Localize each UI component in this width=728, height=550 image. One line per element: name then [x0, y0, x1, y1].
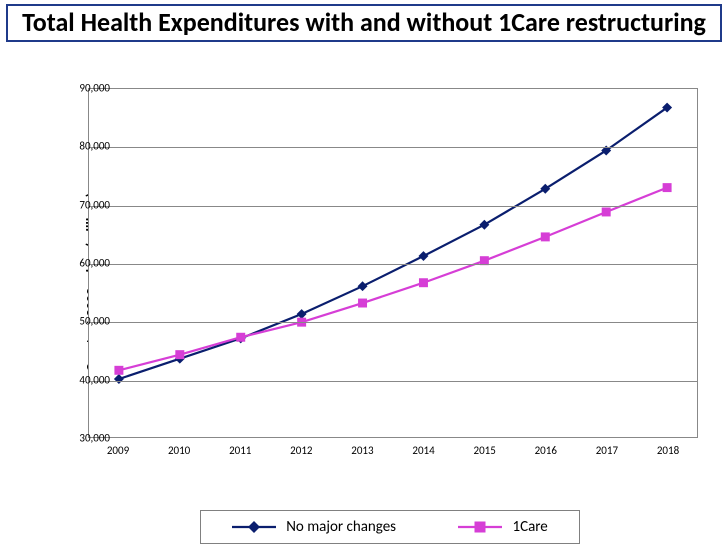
gridline: [89, 264, 697, 265]
x-tick-label: 2015: [465, 444, 505, 457]
plot-area: [88, 88, 698, 438]
gridline: [89, 322, 697, 323]
data-marker: [418, 251, 428, 261]
x-tick-label: 2012: [281, 444, 321, 457]
x-tick-label: 2014: [404, 444, 444, 457]
data-marker: [479, 220, 489, 230]
data-marker: [419, 278, 428, 287]
gridline: [89, 147, 697, 148]
legend-swatch-diamond: [232, 518, 276, 536]
legend: No major changes 1Care: [200, 510, 580, 544]
data-marker: [602, 207, 611, 216]
chart-title: Total Health Expenditures with and witho…: [6, 4, 722, 42]
chart-svg: [89, 89, 697, 437]
legend-label: 1Care: [512, 518, 547, 536]
data-marker: [541, 232, 550, 241]
y-tick-label: 70,000: [60, 198, 110, 211]
data-marker: [236, 333, 245, 342]
y-tick-label: 60,000: [60, 257, 110, 270]
y-tick-label: 90,000: [60, 82, 110, 95]
gridline: [89, 381, 697, 382]
x-tick-label: 2010: [159, 444, 199, 457]
y-tick-label: 50,000: [60, 315, 110, 328]
x-tick-label: 2016: [526, 444, 566, 457]
x-tick-label: 2013: [342, 444, 382, 457]
data-marker: [114, 374, 124, 384]
legend-label: No major changes: [286, 518, 396, 536]
legend-item-1care: 1Care: [458, 518, 547, 536]
x-tick-label: 2011: [220, 444, 260, 457]
x-tick-label: 2017: [587, 444, 627, 457]
data-marker: [175, 350, 184, 359]
x-tick-label: 2018: [648, 444, 688, 457]
chart-container: Constant 2009 prices (millions) 30,00040…: [0, 82, 728, 482]
data-marker: [663, 183, 672, 192]
y-tick-label: 30,000: [60, 432, 110, 445]
data-marker: [358, 281, 368, 291]
y-tick-label: 40,000: [60, 373, 110, 386]
gridline: [89, 206, 697, 207]
y-tick-label: 80,000: [60, 140, 110, 153]
x-tick-label: 2009: [98, 444, 138, 457]
legend-swatch-square: [458, 518, 502, 536]
data-marker: [114, 366, 123, 375]
data-marker: [297, 309, 307, 319]
data-marker: [358, 299, 367, 308]
series-line: [119, 188, 667, 371]
legend-item-no-major-changes: No major changes: [232, 518, 396, 536]
